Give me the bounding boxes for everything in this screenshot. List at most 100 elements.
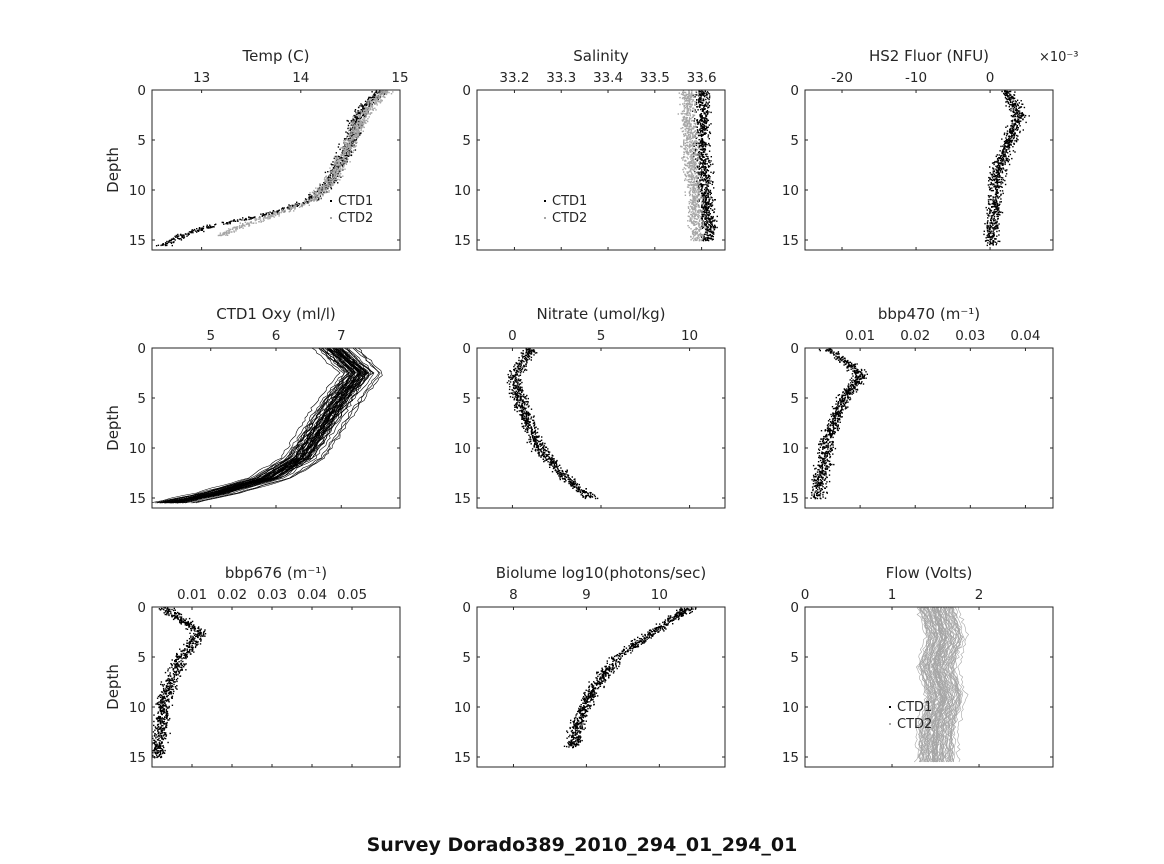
data-point bbox=[692, 100, 694, 102]
data-point bbox=[521, 395, 523, 397]
data-point bbox=[992, 168, 994, 170]
data-point bbox=[362, 125, 364, 127]
data-point bbox=[703, 105, 705, 107]
data-point bbox=[700, 215, 702, 218]
data-point bbox=[1011, 126, 1013, 128]
data-point bbox=[343, 165, 345, 167]
data-point bbox=[357, 136, 360, 138]
data-point bbox=[705, 143, 707, 146]
data-point bbox=[352, 138, 355, 140]
data-point bbox=[1000, 154, 1002, 157]
data-point bbox=[319, 193, 321, 195]
data-point bbox=[691, 116, 693, 119]
data-point bbox=[703, 99, 705, 102]
data-point bbox=[708, 178, 711, 180]
data-point bbox=[695, 141, 698, 143]
data-point bbox=[350, 143, 352, 145]
data-point bbox=[706, 227, 708, 229]
data-point bbox=[166, 242, 169, 245]
data-point bbox=[695, 144, 697, 147]
data-point bbox=[700, 234, 702, 236]
data-point bbox=[273, 210, 275, 213]
data-point bbox=[695, 148, 697, 151]
data-point bbox=[707, 226, 709, 229]
data-point bbox=[703, 184, 705, 186]
data-point bbox=[699, 198, 701, 200]
data-point bbox=[1008, 159, 1010, 161]
data-point bbox=[329, 181, 331, 184]
data-point bbox=[1009, 90, 1012, 93]
data-point bbox=[694, 118, 696, 120]
data-point bbox=[987, 195, 990, 197]
data-point bbox=[687, 167, 690, 169]
data-point bbox=[996, 242, 998, 244]
data-point bbox=[995, 176, 997, 178]
data-point bbox=[698, 188, 700, 190]
data-point bbox=[709, 205, 711, 207]
data-point bbox=[1000, 157, 1002, 160]
data-point bbox=[696, 195, 698, 197]
data-point bbox=[269, 217, 271, 219]
data-point bbox=[987, 242, 989, 244]
data-point bbox=[338, 171, 341, 174]
data-point bbox=[998, 196, 1001, 198]
data-point bbox=[988, 235, 990, 237]
data-point bbox=[1000, 145, 1002, 148]
x-tick-label: 33.6 bbox=[687, 70, 717, 86]
data-point bbox=[987, 201, 990, 203]
data-point bbox=[1024, 114, 1027, 117]
data-point bbox=[706, 217, 708, 219]
data-point bbox=[692, 215, 694, 218]
data-point bbox=[701, 116, 703, 118]
data-point bbox=[311, 191, 314, 194]
data-point bbox=[704, 159, 706, 161]
data-point bbox=[338, 174, 341, 176]
data-point bbox=[335, 162, 337, 164]
data-point bbox=[357, 122, 359, 124]
data-point bbox=[347, 147, 350, 150]
data-point bbox=[349, 129, 351, 131]
data-point bbox=[379, 92, 381, 95]
data-point bbox=[1010, 127, 1012, 130]
data-point bbox=[1013, 102, 1015, 105]
data-point bbox=[512, 396, 514, 398]
data-point bbox=[683, 117, 685, 119]
data-point bbox=[297, 202, 300, 205]
data-point bbox=[695, 190, 698, 192]
data-point bbox=[352, 135, 354, 137]
data-point bbox=[324, 171, 327, 174]
data-point bbox=[685, 120, 687, 123]
data-point bbox=[991, 162, 994, 164]
data-point bbox=[989, 210, 991, 213]
data-point bbox=[524, 368, 526, 371]
data-point bbox=[688, 211, 690, 214]
data-point bbox=[1006, 100, 1008, 103]
data-point bbox=[993, 215, 996, 218]
data-point bbox=[355, 134, 358, 137]
data-point bbox=[283, 211, 285, 213]
data-point bbox=[699, 227, 702, 229]
data-point bbox=[343, 149, 345, 151]
data-point bbox=[992, 227, 994, 229]
data-point bbox=[347, 126, 350, 128]
data-point bbox=[345, 150, 347, 152]
data-point bbox=[681, 93, 684, 96]
data-point bbox=[1012, 111, 1015, 113]
data-point bbox=[703, 151, 706, 153]
data-point bbox=[986, 221, 989, 223]
y-tick-label: 10 bbox=[129, 183, 146, 199]
data-point bbox=[339, 162, 342, 164]
data-point bbox=[688, 192, 691, 194]
data-point bbox=[1014, 114, 1016, 116]
data-point bbox=[337, 164, 339, 166]
data-point bbox=[331, 183, 334, 185]
data-point bbox=[1002, 182, 1004, 184]
data-point bbox=[289, 209, 291, 211]
data-point bbox=[356, 137, 358, 139]
data-point bbox=[508, 383, 511, 385]
data-point bbox=[369, 100, 371, 102]
data-point bbox=[686, 96, 689, 98]
data-point bbox=[567, 478, 569, 480]
data-point bbox=[516, 373, 518, 375]
data-point bbox=[703, 197, 705, 199]
